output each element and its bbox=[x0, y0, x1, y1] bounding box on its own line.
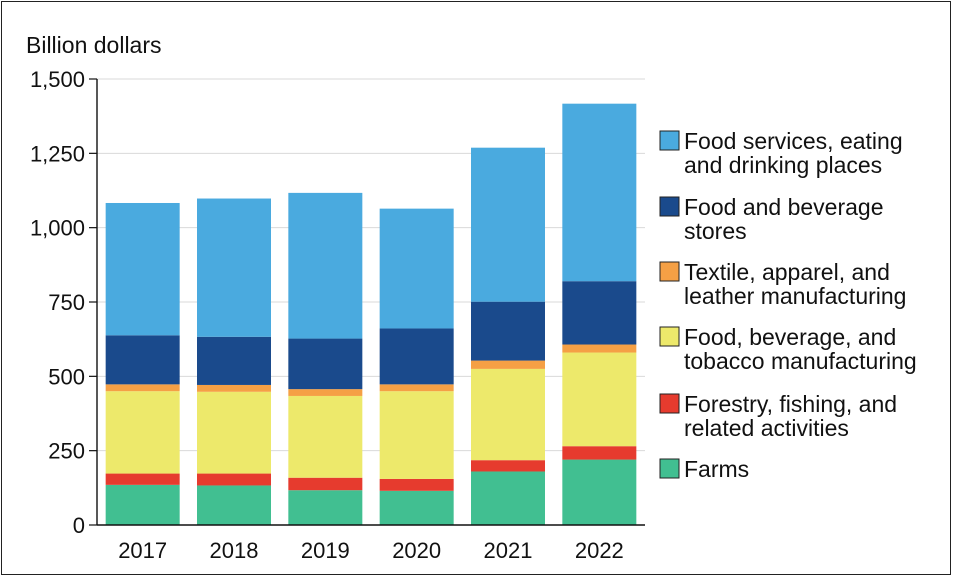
legend-label: related activities bbox=[684, 415, 849, 441]
legend-swatch bbox=[659, 196, 680, 217]
bar-segment bbox=[288, 192, 363, 339]
legend-label: leather manufacturing bbox=[684, 283, 906, 309]
y-tick-label: 1,500 bbox=[30, 67, 85, 92]
bar-segment bbox=[288, 389, 363, 396]
bar-segment bbox=[288, 490, 363, 525]
bar-segment bbox=[105, 391, 180, 474]
bar-segment bbox=[288, 477, 363, 491]
y-tick-label: 250 bbox=[48, 439, 85, 464]
bar-segment bbox=[197, 384, 271, 392]
y-axis-label: Billion dollars bbox=[26, 32, 162, 58]
legend-label: Forestry, fishing, and bbox=[684, 391, 897, 417]
y-tick-label: 1,000 bbox=[30, 216, 85, 241]
legend-swatch bbox=[659, 393, 680, 414]
bar-segment bbox=[379, 208, 454, 329]
bar-segment bbox=[288, 338, 363, 390]
legend-label: Farms bbox=[684, 456, 749, 482]
bar-segment bbox=[471, 301, 545, 361]
bar-segment bbox=[105, 335, 180, 385]
legend-label: Food services, eating bbox=[684, 128, 903, 154]
y-tick-label: 750 bbox=[48, 290, 85, 315]
legend-label: tobacco manufacturing bbox=[684, 348, 917, 374]
bar-segment bbox=[105, 202, 180, 336]
bar-segment bbox=[379, 490, 454, 525]
y-tick-label: 500 bbox=[48, 364, 85, 389]
legend-swatch bbox=[659, 458, 680, 479]
bar-segment bbox=[562, 459, 637, 525]
axes: 0 250 500 750 1,000 1,250 1,500 2017 2018 2019 202… bbox=[30, 67, 645, 563]
bar-segment bbox=[197, 198, 271, 337]
legend-label: and drinking places bbox=[684, 152, 882, 178]
bar-segment bbox=[197, 391, 271, 474]
bar-segment bbox=[197, 485, 271, 525]
bar-segment bbox=[379, 328, 454, 385]
legend-swatch bbox=[659, 326, 680, 347]
bar-segment bbox=[471, 147, 545, 302]
gridlines bbox=[97, 78, 645, 452]
bar-segment bbox=[105, 484, 180, 525]
bar-segment bbox=[197, 473, 271, 486]
x-tick-label: 2021 bbox=[484, 538, 533, 563]
y-tick-label: 1,250 bbox=[30, 141, 85, 166]
legend-swatch bbox=[659, 261, 680, 282]
bar-segment bbox=[471, 460, 545, 472]
x-tick-label: 2020 bbox=[392, 538, 441, 563]
bar-segment bbox=[379, 478, 454, 491]
bar-segment bbox=[105, 473, 180, 485]
legend-label: Textile, apparel, and bbox=[684, 259, 890, 285]
bar-segment bbox=[562, 344, 637, 353]
bars bbox=[105, 103, 637, 525]
legend-label: Food, beverage, and bbox=[684, 324, 896, 350]
bar-segment bbox=[379, 384, 454, 392]
bar-segment bbox=[562, 352, 637, 447]
bar-segment bbox=[288, 395, 363, 478]
x-tick-label: 2019 bbox=[301, 538, 350, 563]
bar-segment bbox=[471, 360, 545, 369]
legend-label: stores bbox=[684, 218, 747, 244]
bar-segment bbox=[471, 471, 545, 525]
bar-segment bbox=[379, 391, 454, 479]
bar-segment bbox=[562, 103, 637, 282]
x-tick-label: 2018 bbox=[210, 538, 259, 563]
bar-segment bbox=[197, 336, 271, 385]
x-tick-label: 2022 bbox=[575, 538, 624, 563]
bar-segment bbox=[471, 368, 545, 461]
y-tick-label: 0 bbox=[73, 513, 85, 538]
legend-swatch bbox=[659, 130, 680, 151]
legend-label: Food and beverage bbox=[684, 194, 884, 220]
x-tick-label: 2017 bbox=[118, 538, 167, 563]
bar-segment bbox=[562, 281, 637, 345]
bar-segment bbox=[105, 384, 180, 392]
bar-segment bbox=[562, 446, 637, 460]
